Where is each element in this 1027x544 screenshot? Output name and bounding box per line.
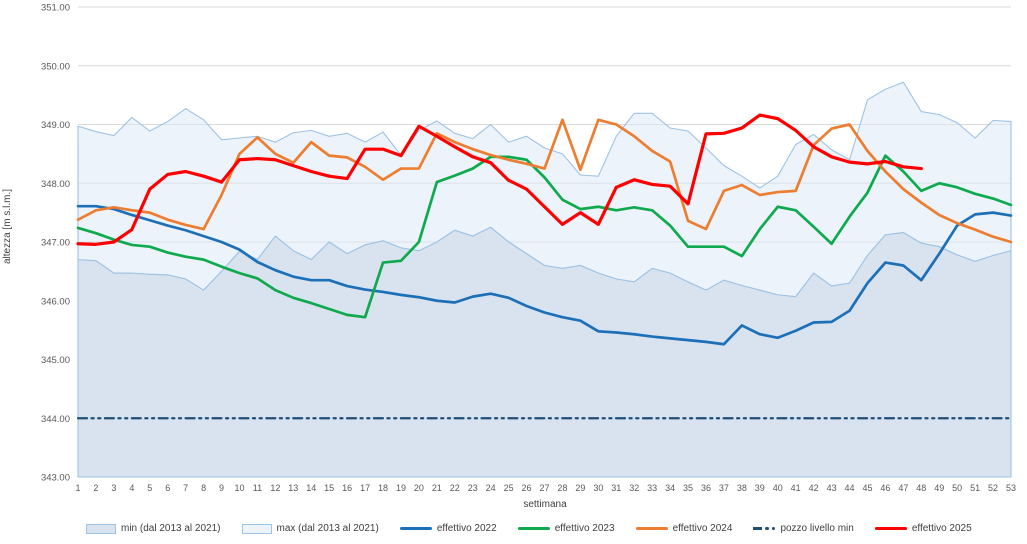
x-tick-label: 26 — [522, 483, 532, 493]
x-tick-label: 22 — [450, 483, 460, 493]
y-tick-label: 347.00 — [41, 238, 70, 249]
x-tick-label: 11 — [253, 483, 262, 493]
legend-item-effettivo-2024: effettivo 2024 — [635, 523, 733, 534]
x-tick-label: 29 — [575, 483, 585, 493]
x-tick-label: 6 — [165, 483, 170, 493]
x-tick-label: 8 — [201, 483, 206, 493]
legend-swatch-effettivo-2023 — [517, 526, 550, 531]
x-tick-label: 36 — [701, 483, 711, 493]
y-tick-label: 350.00 — [41, 61, 70, 72]
legend-swatch-effettivo-2025 — [874, 526, 907, 531]
x-tick-label: 33 — [647, 483, 657, 493]
legend-item-effettivo-2025: effettivo 2025 — [874, 523, 972, 534]
legend-item-max-dal-2013-al-2021: max (dal 2013 al 2021) — [241, 523, 379, 534]
legend-label-effettivo-2022: effettivo 2022 — [436, 523, 497, 534]
legend-label-effettivo-2025: effettivo 2025 — [911, 523, 972, 534]
x-tick-label: 14 — [306, 483, 316, 493]
legend-label-effettivo-2024: effettivo 2024 — [672, 523, 733, 534]
x-tick-label: 21 — [432, 483, 442, 493]
x-tick-label: 48 — [916, 483, 926, 493]
x-tick-label: 45 — [862, 483, 872, 493]
x-tick-label: 10 — [234, 483, 244, 493]
legend-swatch-effettivo-2024 — [635, 526, 668, 531]
y-tick-label: 349.00 — [41, 120, 70, 131]
series-line-effettivo-2023 — [76, 154, 1013, 319]
x-tick-label: 23 — [468, 483, 478, 493]
y-axis-title: altezza [m s.l.m.] — [2, 188, 13, 264]
legend-swatch-effettivo-2022 — [399, 526, 432, 531]
x-tick-label: 46 — [880, 483, 890, 493]
x-tick-label: 28 — [557, 483, 567, 493]
legend-label-effettivo-2023: effettivo 2023 — [554, 523, 615, 534]
x-tick-label: 7 — [183, 483, 188, 493]
x-tick-label: 24 — [486, 483, 496, 493]
legend-label-pozzo-livello-min: pozzo livello min — [780, 523, 854, 534]
legend-swatch-pozzo-livello-min — [753, 526, 776, 531]
series-line-effettivo-2022 — [76, 204, 1013, 346]
x-tick-label: 4 — [129, 483, 134, 493]
x-tick-label: 39 — [755, 483, 765, 493]
legend-item-pozzo-livello-min: pozzo livello min — [753, 523, 854, 534]
x-tick-label: 9 — [219, 483, 224, 493]
legend-item-effettivo-2022: effettivo 2022 — [399, 523, 497, 534]
x-tick-label: 51 — [970, 483, 980, 493]
x-tick-label: 38 — [737, 483, 747, 493]
x-tick-label: 31 — [611, 483, 621, 493]
x-tick-label: 12 — [270, 483, 280, 493]
x-tick-label: 20 — [414, 483, 424, 493]
y-tick-label: 345.00 — [41, 355, 70, 366]
x-tick-label: 52 — [988, 483, 998, 493]
x-tick-label: 49 — [934, 483, 944, 493]
legend-swatch-max-dal-2013-al-2021 — [241, 523, 272, 534]
x-tick-label: 43 — [827, 483, 837, 493]
x-tick-label: 34 — [665, 483, 675, 493]
x-tick-label: 5 — [147, 483, 152, 493]
y-tick-label: 346.00 — [41, 296, 70, 307]
x-tick-label: 47 — [898, 483, 908, 493]
x-tick-label: 3 — [111, 483, 116, 493]
y-tick-label: 344.00 — [41, 414, 70, 425]
x-tick-label: 15 — [324, 483, 334, 493]
x-tick-label: 30 — [593, 483, 603, 493]
legend-swatch-min-dal-2013-al-2021 — [86, 523, 116, 534]
x-tick-label: 13 — [288, 483, 298, 493]
legend-label-max-dal-2013-al-2021: max (dal 2013 al 2021) — [276, 523, 379, 534]
x-tick-label: 27 — [539, 483, 549, 493]
x-tick-label: 1 — [75, 483, 80, 493]
x-tick-label: 18 — [378, 483, 388, 493]
x-tick-label: 37 — [719, 483, 729, 493]
x-tick-label: 17 — [360, 483, 370, 493]
x-tick-label: 40 — [773, 483, 783, 493]
x-tick-label: 41 — [791, 483, 801, 493]
x-tick-label: 16 — [342, 483, 352, 493]
x-tick-label: 25 — [504, 483, 514, 493]
legend-item-effettivo-2023: effettivo 2023 — [517, 523, 615, 534]
legend-label-min-dal-2013-al-2021: min (dal 2013 al 2021) — [121, 523, 221, 534]
x-tick-label: 42 — [809, 483, 819, 493]
x-tick-label: 44 — [845, 483, 855, 493]
y-tick-label: 343.00 — [41, 473, 70, 484]
legend-item-min-dal-2013-al-2021: min (dal 2013 al 2021) — [86, 523, 221, 534]
y-tick-label: 348.00 — [41, 179, 70, 190]
x-tick-label: 50 — [952, 483, 962, 493]
x-axis-title: settimana — [523, 499, 567, 510]
legend: min (dal 2013 al 2021) max (dal 2013 al 2… — [86, 523, 972, 534]
y-tick-label: 351.00 — [41, 3, 70, 14]
x-tick-label: 53 — [1006, 483, 1016, 493]
x-tick-label: 35 — [683, 483, 693, 493]
x-tick-label: 19 — [396, 483, 406, 493]
x-tick-label: 2 — [93, 483, 98, 493]
series-line-effettivo-2025 — [76, 113, 923, 246]
x-tick-label: 32 — [629, 483, 639, 493]
